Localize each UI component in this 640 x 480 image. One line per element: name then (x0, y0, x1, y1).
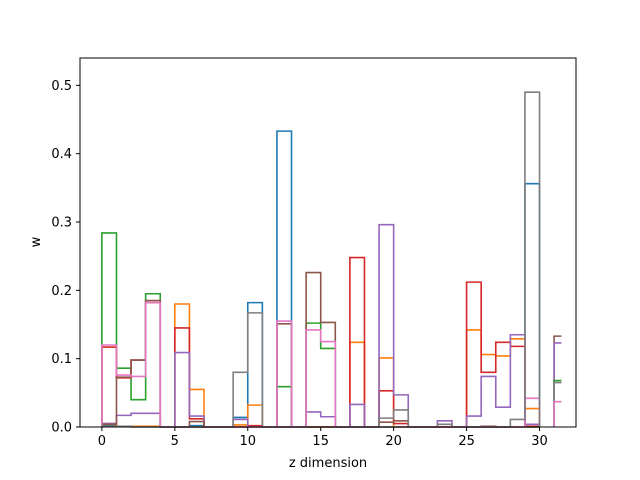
x-axis-label: z dimension (289, 456, 367, 471)
x-tick-label: 25 (458, 434, 475, 449)
x-tick-label: 0 (98, 434, 106, 449)
series-layer (101, 91, 562, 428)
y-axis-label: w (29, 236, 44, 247)
x-tick-label: 5 (171, 434, 179, 449)
y-tick-label: 0.3 (51, 216, 72, 231)
y-tick-label: 0.2 (51, 284, 72, 299)
y-tick-label: 0.1 (51, 352, 72, 367)
x-tick-label: 30 (531, 434, 548, 449)
x-tick-label: 15 (312, 434, 329, 449)
y-tick-label: 0.0 (51, 421, 72, 436)
x-tick-label: 20 (385, 434, 402, 449)
y-tick-label: 0.4 (51, 147, 72, 162)
x-tick-label: 10 (239, 434, 256, 449)
y-axis-ticks: 0.0 0.1 0.2 0.3 0.4 0.5 (51, 79, 80, 436)
x-axis-ticks: 0 5 10 15 20 25 30 (98, 427, 548, 449)
edge-trace-5 (553, 400, 562, 427)
y-tick-label: 0.5 (51, 79, 72, 94)
axes-frame (79, 57, 577, 428)
